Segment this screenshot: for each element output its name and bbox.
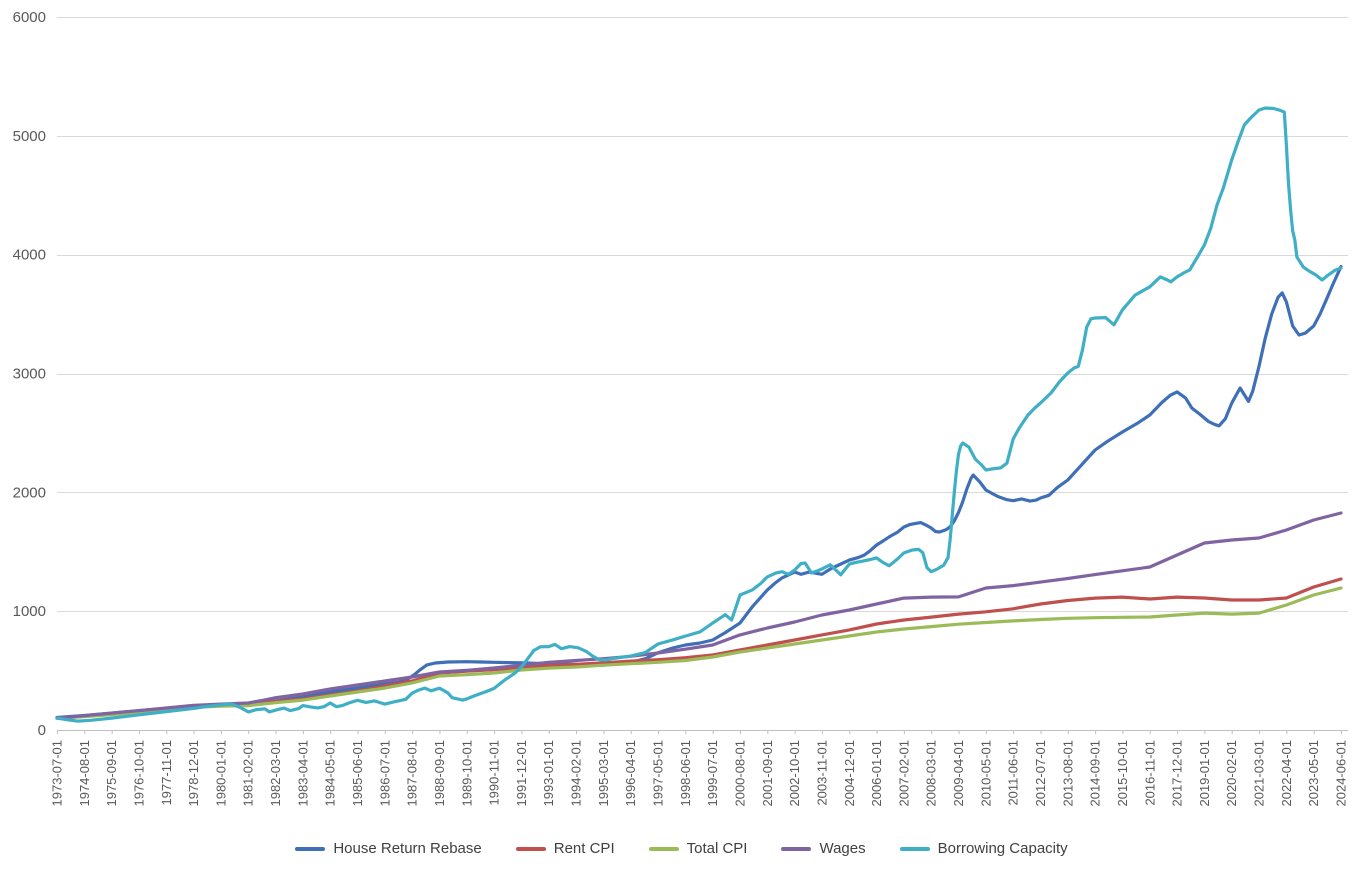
legend-swatch-house-return-rebase	[295, 846, 326, 851]
x-tick-label: 1986-07-01	[377, 740, 392, 807]
x-tick-label: 2008-03-01	[924, 740, 939, 807]
x-tick-label: 1994-02-01	[569, 740, 584, 807]
legend-swatch-borrowing-capacity	[899, 846, 930, 851]
x-tick-label: 2015-10-01	[1115, 740, 1130, 807]
x-tick-label: 1993-01-01	[541, 740, 556, 807]
y-tick-label: 4000	[13, 247, 46, 264]
x-tick-label: 1977-11-01	[159, 740, 174, 806]
x-tick-label: 2010-05-01	[978, 740, 993, 807]
x-tick-label: 1991-12-01	[514, 740, 529, 807]
x-tick-label: 2002-10-01	[787, 740, 802, 807]
x-tick-label: 1982-03-01	[268, 740, 283, 807]
x-tick-label: 2016-11-01	[1142, 740, 1157, 806]
x-tick-label: 1976-10-01	[131, 740, 146, 807]
x-tick-label: 2024-06-01	[1334, 740, 1349, 807]
legend-label-total-cpi: Total CPI	[686, 840, 748, 857]
x-tick-label: 1988-09-01	[432, 740, 447, 807]
x-axis: 1973-07-01 1974-08-01 1975-09-01 1976-10-01…	[50, 730, 1349, 807]
x-tick-label: 2004-12-01	[842, 740, 857, 807]
x-tick-label: 1990-11-01	[487, 740, 502, 806]
legend-label-rent-cpi: Rent CPI	[553, 840, 615, 857]
legend-item-rent-cpi: Rent CPI	[515, 840, 615, 857]
x-tick-label: 1981-02-01	[241, 740, 256, 807]
x-tick-label: 1989-10-01	[459, 740, 474, 807]
x-tick-label: 2003-11-01	[814, 740, 829, 806]
y-tick-label: 5000	[13, 128, 46, 145]
y-tick-label: 3000	[13, 366, 46, 383]
x-tick-label: 2000-08-01	[732, 740, 747, 807]
y-tick-label: 1000	[13, 603, 46, 620]
x-tick-label: 1974-08-01	[77, 740, 92, 807]
legend-swatch-total-cpi	[648, 846, 679, 851]
x-tick-label: 2009-04-01	[951, 740, 966, 807]
x-tick-label: 2019-01-01	[1197, 740, 1212, 807]
y-tick-label: 6000	[13, 9, 46, 26]
series-line-wages	[55, 511, 1343, 720]
x-tick-label: 1996-04-01	[623, 740, 638, 807]
legend-item-wages: Wages	[781, 840, 866, 857]
y-tick-label: 0	[38, 722, 46, 739]
x-tick-label: 2017-12-01	[1170, 740, 1185, 807]
x-tick-label: 1984-05-01	[323, 740, 338, 807]
series-line-house-return-rebase	[55, 265, 1343, 720]
x-tick-label: 1998-06-01	[678, 740, 693, 807]
legend-label-borrowing-capacity: Borrowing Capacity	[937, 840, 1068, 857]
x-tick-label: 1987-08-01	[405, 740, 420, 807]
legend-item-borrowing-capacity: Borrowing Capacity	[899, 840, 1068, 857]
x-tick-label: 2012-07-01	[1033, 740, 1048, 807]
y-axis-labels: 0 1000 2000 3000 4000 5000 6000	[13, 9, 46, 739]
legend-label-wages: Wages	[819, 840, 866, 857]
x-tick-label: 2014-09-01	[1088, 740, 1103, 807]
legend-label-house-return-rebase: House Return Rebase	[333, 840, 482, 857]
legend-item-house-return-rebase: House Return Rebase	[295, 840, 482, 857]
legend-item-total-cpi: Total CPI	[648, 840, 748, 857]
x-tick-label: 2011-06-01	[1006, 740, 1021, 806]
x-tick-label: 1997-05-01	[651, 740, 666, 807]
x-tick-label: 1999-07-01	[705, 740, 720, 807]
x-tick-label: 2007-02-01	[896, 740, 911, 807]
x-tick-label: 1978-12-01	[186, 740, 201, 807]
legend-swatch-wages	[781, 846, 812, 851]
x-tick-label: 1985-06-01	[350, 740, 365, 807]
x-tick-label: 1973-07-01	[50, 740, 65, 807]
x-tick-label: 1983-04-01	[295, 740, 310, 807]
x-tick-label: 1995-03-01	[596, 740, 611, 807]
x-tick-label: 1980-01-01	[213, 740, 228, 807]
x-tick-label: 2022-04-01	[1279, 740, 1294, 807]
x-tick-label: 1975-09-01	[104, 740, 119, 807]
series-line-total-cpi	[55, 586, 1343, 720]
x-tick-label: 2013-08-01	[1060, 740, 1075, 807]
x-tick-label: 2001-09-01	[760, 740, 775, 807]
x-tick-label: 2021-03-01	[1252, 740, 1267, 807]
plot-area: 0 1000 2000 3000 4000 5000 6000 1973-07-01 1974-…	[13, 9, 1349, 807]
y-tick-label: 2000	[13, 484, 46, 501]
series-line-borrowing-capacity	[55, 106, 1343, 723]
gridlines	[57, 17, 1348, 612]
legend-swatch-rent-cpi	[515, 846, 546, 851]
x-tick-label: 2020-02-01	[1224, 740, 1239, 807]
chart-legend: House Return Rebase Rent CPI Total CPI Wage…	[0, 840, 1363, 857]
x-tick-label: 2006-01-01	[869, 740, 884, 807]
x-tick-label: 2023-05-01	[1306, 740, 1321, 807]
